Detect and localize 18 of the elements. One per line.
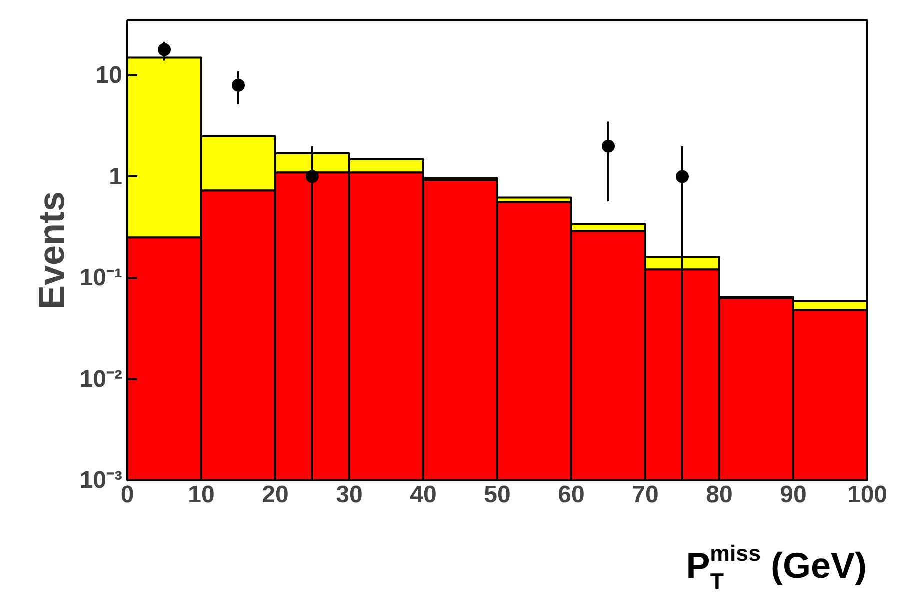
y-axis-title: Events [30, 191, 72, 310]
x-axis-title: P$_{T}$$^{miss}$ (GeV) [686, 540, 867, 594]
x-tick-label: 60 [558, 482, 585, 508]
x-tick-label: 20 [262, 482, 289, 508]
y-tick-label: 10⁻³ [80, 467, 123, 494]
y-tick-label: 10 [96, 62, 123, 90]
y-tick-label: 10⁻¹ [80, 264, 123, 292]
x-tick-label: 100 [847, 482, 888, 508]
y-tick-label: 10⁻² [80, 366, 123, 393]
x-tick-label: 90 [780, 482, 807, 508]
x-tick-label: 70 [632, 482, 659, 508]
x-tick-label: 30 [336, 482, 363, 508]
x-tick-label: 10 [188, 482, 215, 508]
x-tick-label: 0 [120, 482, 134, 508]
y-tick-label: 1 [109, 163, 123, 190]
x-tick-label: 40 [410, 482, 437, 508]
x-tick-label: 80 [706, 482, 733, 508]
x-tick-label: 50 [484, 482, 511, 508]
